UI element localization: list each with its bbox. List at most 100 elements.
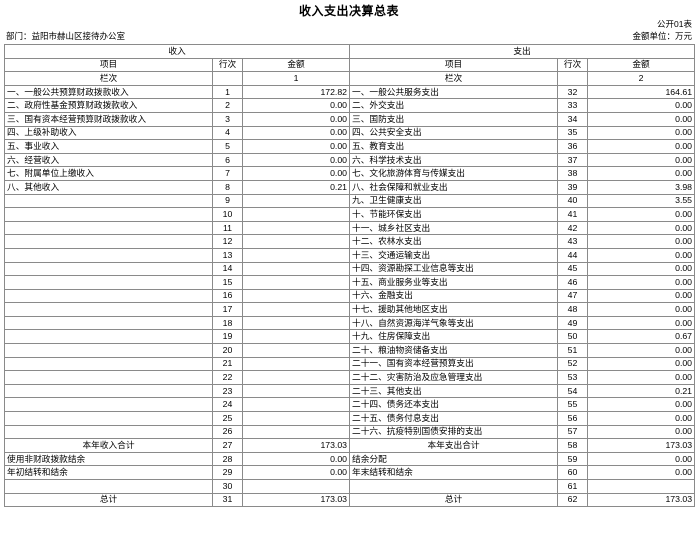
expenditure-item-label: 结余分配 [349, 451, 559, 467]
table-row: 30 61 [4, 479, 696, 494]
income-item-label [4, 383, 213, 399]
expenditure-item-label: 九、卫生健康支出 [349, 193, 559, 209]
expenditure-line-number: 50 [557, 329, 589, 345]
lanci-blank-income-line [212, 71, 243, 86]
expenditure-item-label: 一、一般公共服务支出 [349, 84, 559, 100]
department-row: 部门：益阳市赫山区接待办公室 金额单位：万元 [4, 30, 694, 43]
table-row: 年初结转和结余 29 0.00 年末结转和结余 60 0.00 [4, 465, 696, 480]
table-row: 16 十六、金融支出 47 0.00 [4, 288, 696, 304]
expenditure-line-number: 56 [557, 411, 589, 426]
table-row: 18 十八、自然资源海洋气象等支出 49 0.00 [4, 315, 696, 331]
table-row: 12 十二、农林水支出 43 0.00 [4, 234, 696, 249]
expenditure-line-number: 45 [557, 261, 589, 277]
income-line-number: 9 [212, 193, 243, 209]
expenditure-line-number: 41 [557, 207, 589, 222]
expenditure-line-number: 38 [557, 166, 589, 181]
income-line-number: 13 [212, 247, 243, 263]
expenditure-item-label: 十四、资源勘探工业信息等支出 [349, 261, 559, 277]
income-line-number: 18 [212, 315, 243, 331]
expenditure-item-label: 总计 [349, 492, 559, 508]
expenditure-line-number: 62 [557, 492, 589, 508]
expenditure-item-label: 十二、农林水支出 [349, 234, 559, 249]
income-line-number: 26 [212, 424, 243, 440]
expenditure-line-number: 53 [557, 370, 589, 385]
expenditure-amount-value: 0.00 [587, 424, 696, 440]
income-amount-value: 0.00 [241, 451, 351, 467]
income-line-number: 30 [212, 479, 243, 494]
income-line-number: 24 [212, 397, 243, 413]
income-line-number: 20 [212, 343, 243, 358]
income-line-number: 10 [212, 207, 243, 222]
table-row: 二、政府性基金预算财政拨款收入 2 0.00 二、外交支出 33 0.00 [4, 98, 696, 113]
income-item-label [4, 302, 213, 317]
expenditure-item-label: 十五、商业服务业等支出 [349, 275, 559, 290]
lanci-row: 栏次 1 栏次 2 [4, 71, 696, 86]
expenditure-line-number: 55 [557, 397, 589, 413]
income-amount-value: 173.03 [241, 438, 351, 453]
income-item-label [4, 193, 213, 209]
expenditure-line-number: 42 [557, 220, 589, 236]
table-row: 20 二十、粮油物资储备支出 51 0.00 [4, 343, 696, 358]
expenditure-line-number: 57 [557, 424, 589, 440]
group-header-row: 收入 支出 [3, 44, 696, 59]
income-item-label [4, 329, 213, 345]
group-header-expenditure: 支出 [349, 44, 696, 59]
table-row: 六、经营收入 6 0.00 六、科学技术支出 37 0.00 [4, 152, 696, 168]
table-row: 本年收入合计 27 173.03 本年支出合计 58 173.03 [4, 438, 696, 453]
expenditure-amount-value: 0.00 [587, 207, 696, 222]
expenditure-amount-value: 0.00 [587, 370, 696, 385]
expenditure-amount-value: 0.00 [587, 125, 696, 141]
expenditure-item-label: 三、国防支出 [349, 111, 559, 127]
income-line-number: 27 [212, 438, 243, 453]
table-row: 10 十、节能环保支出 41 0.00 [4, 207, 696, 222]
expenditure-amount-value: 0.00 [587, 261, 696, 277]
column-header-row: 项目 行次 金额 项目 行次 金额 [4, 57, 696, 73]
expenditure-item-label: 二十三、其他支出 [349, 383, 559, 399]
income-amount-value [241, 329, 351, 345]
income-item-label: 五、事业收入 [4, 139, 213, 154]
income-line-number: 11 [212, 220, 243, 236]
income-line-number: 19 [212, 329, 243, 345]
expenditure-amount-value: 0.00 [587, 166, 696, 181]
income-line-number: 4 [212, 125, 243, 141]
expenditure-amount-value: 0.00 [587, 247, 696, 263]
table-row: 9 九、卫生健康支出 40 3.55 [4, 193, 696, 209]
table-head: 收入 支出 项目 行次 金额 项目 行次 金额 栏次 1 栏次 2 [3, 44, 696, 86]
income-amount-value [241, 247, 351, 263]
income-item-label [4, 356, 213, 372]
table-row: 一、一般公共预算财政拨款收入 1 172.82 一、一般公共服务支出 32 164.61 [4, 84, 696, 100]
table-row: 七、附属单位上缴收入 7 0.00 七、文化旅游体育与传媒支出 38 0.00 [4, 166, 696, 181]
table-row: 26 二十六、抗疫特别国债安排的支出 57 0.00 [4, 424, 696, 440]
expenditure-amount-value: 0.00 [587, 302, 696, 317]
income-item-label: 二、政府性基金预算财政拨款收入 [4, 98, 213, 113]
income-amount-value [241, 275, 351, 290]
income-amount-value: 0.21 [241, 179, 351, 195]
expenditure-line-number: 61 [557, 479, 589, 494]
expenditure-item-label: 十九、住房保障支出 [349, 329, 559, 345]
income-line-number: 22 [212, 370, 243, 385]
income-item-label: 年初结转和结余 [4, 465, 213, 480]
expenditure-line-number: 60 [557, 465, 589, 480]
table-row: 15 十五、商业服务业等支出 46 0.00 [4, 275, 696, 290]
expenditure-item-label: 八、社会保障和就业支出 [349, 179, 559, 195]
income-amount-value [241, 234, 351, 249]
expenditure-item-label: 二十五、债务付息支出 [349, 411, 559, 426]
expenditure-item-label: 二十二、灾害防治及应急管理支出 [349, 370, 559, 385]
income-item-label: 三、国有资本经营预算财政拨款收入 [4, 111, 213, 127]
column-number-income: 1 [241, 71, 351, 86]
income-line-number: 17 [212, 302, 243, 317]
income-item-label: 一、一般公共预算财政拨款收入 [4, 84, 213, 100]
expenditure-amount-value: 173.03 [587, 492, 696, 508]
table-row: 19 十九、住房保障支出 50 0.67 [4, 329, 696, 345]
income-item-label [4, 343, 213, 358]
table-row: 14 十四、资源勘探工业信息等支出 45 0.00 [4, 261, 696, 277]
income-line-number: 16 [212, 288, 243, 304]
income-amount-value [241, 193, 351, 209]
income-amount-value [241, 397, 351, 413]
income-amount-value [241, 356, 351, 372]
income-amount-value [241, 288, 351, 304]
expenditure-amount-value: 164.61 [587, 84, 696, 100]
expenditure-item-label: 二十六、抗疫特别国债安排的支出 [349, 424, 559, 440]
income-amount-value: 0.00 [241, 98, 351, 113]
